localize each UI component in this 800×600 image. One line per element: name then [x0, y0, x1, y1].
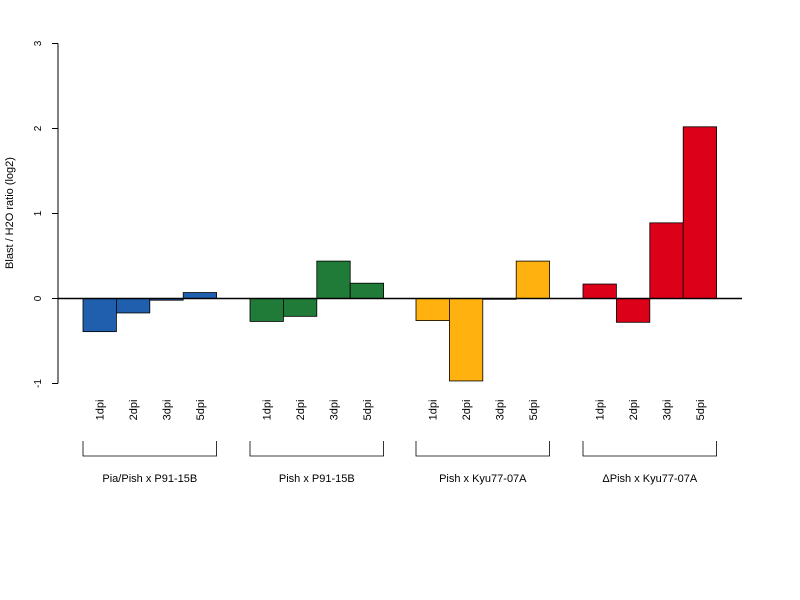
group-bracket — [82, 441, 217, 457]
bar — [616, 298, 651, 323]
group-bracket — [249, 441, 384, 457]
bar — [182, 292, 217, 299]
category-label: 3dpi — [662, 400, 674, 421]
category-label: 5dpi — [195, 400, 207, 421]
bar — [682, 126, 718, 299]
bar — [649, 222, 684, 299]
bar — [582, 283, 617, 299]
bar — [515, 260, 551, 299]
category-label: 3dpi — [329, 400, 341, 421]
group-label: Pish x Kyu77-07A — [439, 473, 527, 485]
category-label: 5dpi — [528, 400, 540, 421]
category-label: 2dpi — [295, 400, 307, 421]
category-label: 2dpi — [461, 400, 473, 421]
y-tick-label: 2 — [33, 125, 44, 131]
y-tick-label: 0 — [33, 295, 44, 301]
group-label: Pia/Pish x P91-15B — [102, 473, 197, 485]
category-label: 1dpi — [595, 400, 607, 421]
category-label: 1dpi — [95, 400, 107, 421]
category-label: 2dpi — [628, 400, 640, 421]
group-bracket — [582, 441, 717, 457]
bar — [349, 282, 385, 299]
category-label: 2dpi — [128, 400, 140, 421]
category-label: 1dpi — [262, 400, 274, 421]
category-label: 5dpi — [695, 400, 707, 421]
y-axis: -1 0 1 2 3 — [33, 40, 59, 388]
group-label: ΔPish x Kyu77-07A — [602, 473, 697, 485]
category-labels: 1dpi 2dpi 3dpi 5dpi 1dpi 2dpi 3dpi 5dpi 1dpi 2dpi… — [95, 400, 707, 421]
bar — [415, 298, 450, 322]
bar — [282, 298, 318, 317]
category-label: 5dpi — [362, 400, 374, 421]
bar — [316, 260, 351, 299]
category-label: 1dpi — [428, 400, 440, 421]
y-tick-label: 3 — [33, 40, 44, 46]
y-tick-label: 1 — [33, 210, 44, 216]
group-bracket — [415, 441, 550, 457]
bars — [82, 126, 718, 382]
bar — [249, 298, 284, 322]
bar — [448, 298, 484, 382]
y-axis-label: Blast / H2O ratio (log2) — [4, 157, 16, 269]
group-label: Pish x P91-15B — [279, 473, 355, 485]
y-tick-label: -1 — [33, 379, 44, 388]
category-label: 3dpi — [495, 400, 507, 421]
group-brackets: Pia/Pish x P91-15B Pish x P91-15B Pish x K… — [82, 441, 717, 485]
category-label: 3dpi — [162, 400, 174, 421]
bar — [116, 298, 151, 314]
bar — [82, 298, 117, 333]
